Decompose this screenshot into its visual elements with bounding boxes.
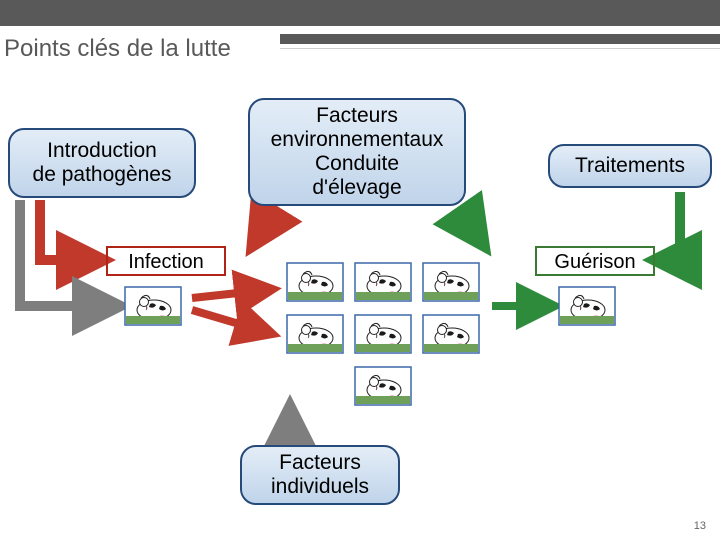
cow-herd-6 [354,366,412,406]
node-introduction-pathogenes: Introductionde pathogènes [8,128,196,198]
arrow-intro-to-leftcow-elbow [20,200,112,306]
cow-herd-1 [354,262,412,302]
label-infection: Infection [106,246,226,276]
node-facteurs-individuels: Facteursindividuels [240,445,400,505]
arrow-cow-to-herd-red1 [192,290,266,298]
arrow-traitements-to-guerison [662,192,680,260]
arrow-facteurs-to-guerison-right [462,214,480,240]
page-number: 13 [694,520,706,532]
cow-herd-4 [354,314,412,354]
cow-herd-0 [286,262,344,302]
cow-herd-3 [286,314,344,354]
node-facteurs-environnementaux: FacteursenvironnementauxConduited'élevag… [248,98,466,206]
arrow-facteurs-to-infection-left [256,214,272,240]
arrow-intro-to-infection [40,200,96,260]
cow-herd-5 [422,314,480,354]
label-guerison: Guérison [535,246,655,276]
cow-right [558,286,616,326]
node-traitements: Traitements [548,144,712,188]
cow-herd-2 [422,262,480,302]
arrow-cow-to-herd-red2 [192,310,266,332]
cow-left [124,286,182,326]
